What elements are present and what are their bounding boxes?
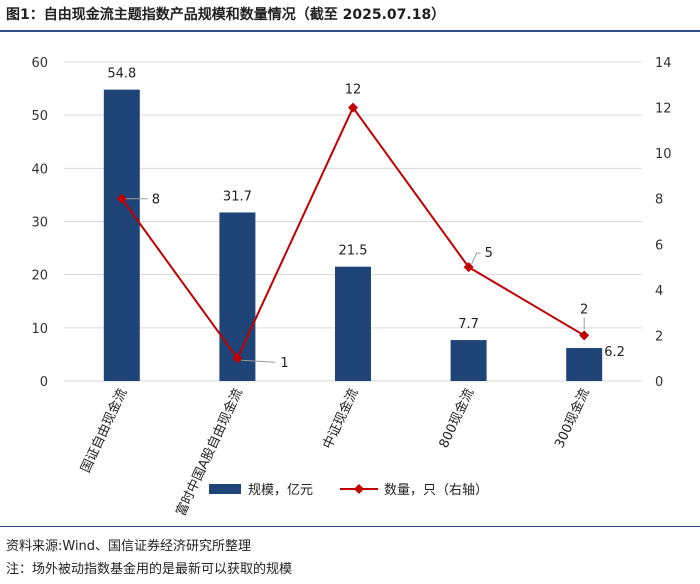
- legend-line-marker: [354, 484, 364, 494]
- note-text: 注：场外被动指数基金用的是最新可以获取的规模: [6, 562, 293, 577]
- line-value-label: 5: [485, 246, 493, 261]
- x-axis-labels: 国证自由现金流 富时中国A股自由现金流 中证现金流 800现金流 300现金流: [77, 386, 592, 519]
- left-axis: 0 10 20 30 40 50 60: [31, 56, 48, 390]
- left-tick-label: 40: [31, 162, 48, 177]
- bar: [566, 348, 603, 381]
- x-tick-label: 富时中国A股自由现金流: [173, 386, 246, 519]
- bar-value-label: 54.8: [107, 67, 136, 82]
- x-tick-label: 中证现金流: [320, 386, 362, 452]
- left-tick-label: 30: [31, 216, 48, 231]
- legend-line-label: 数量，只（右轴）: [384, 483, 488, 498]
- bar: [103, 89, 140, 381]
- left-tick-label: 20: [31, 269, 48, 284]
- leader-line: [471, 252, 481, 265]
- legend: 规模，亿元 数量，只（右轴）: [209, 483, 488, 498]
- bar: [450, 340, 487, 381]
- right-tick-label: 2: [655, 329, 663, 344]
- line-marker: [579, 330, 590, 341]
- line-value-label: 2: [580, 302, 588, 317]
- figure-title: 图1：自由现金流主题指数产品规模和数量情况（截至 2025.07.18）: [6, 7, 446, 23]
- bar: [335, 266, 371, 381]
- right-axis: 0 2 4 6 8 10 12 14: [655, 56, 672, 390]
- line-value-label: 1: [280, 356, 288, 371]
- bar-value-label: 21.5: [339, 244, 368, 259]
- right-tick-label: 12: [655, 102, 672, 117]
- right-tick-label: 14: [655, 56, 672, 71]
- right-tick-label: 10: [655, 147, 672, 162]
- left-tick-label: 50: [31, 109, 48, 124]
- x-tick-label: 800现金流: [436, 386, 477, 451]
- line-marker: [116, 193, 127, 204]
- bar-value-label: 31.7: [223, 189, 252, 204]
- legend-bar-swatch: [209, 484, 241, 494]
- source-text: 资料来源:Wind、国信证券经济研究所整理: [6, 539, 252, 554]
- x-tick-label: 300现金流: [551, 386, 592, 451]
- line-series: 8 1 12 5 2: [116, 83, 590, 371]
- leader-line: [241, 359, 276, 363]
- bar-labels: 54.8 31.7 21.5 7.7 6.2: [107, 67, 625, 360]
- right-tick-label: 6: [655, 238, 663, 253]
- line-marker: [463, 262, 474, 273]
- left-tick-label: 60: [31, 56, 48, 71]
- right-tick-label: 8: [655, 193, 663, 208]
- bar: [219, 212, 256, 381]
- left-tick-label: 0: [40, 375, 48, 390]
- x-tick-label: 国证自由现金流: [77, 386, 130, 475]
- top-rule: [0, 30, 700, 32]
- bar-value-label: 7.7: [458, 317, 479, 332]
- legend-bar-label: 规模，亿元: [248, 483, 313, 498]
- left-tick-label: 10: [31, 322, 48, 337]
- line-value-label: 12: [345, 83, 362, 98]
- line-marker: [348, 102, 358, 113]
- line-value-label: 8: [152, 193, 160, 208]
- bottom-rule: [0, 526, 700, 527]
- bar-value-label: 6.2: [604, 345, 625, 360]
- line-marker: [232, 353, 243, 364]
- right-tick-label: 0: [655, 375, 663, 390]
- bar-series: [103, 89, 603, 381]
- right-tick-label: 4: [655, 284, 663, 299]
